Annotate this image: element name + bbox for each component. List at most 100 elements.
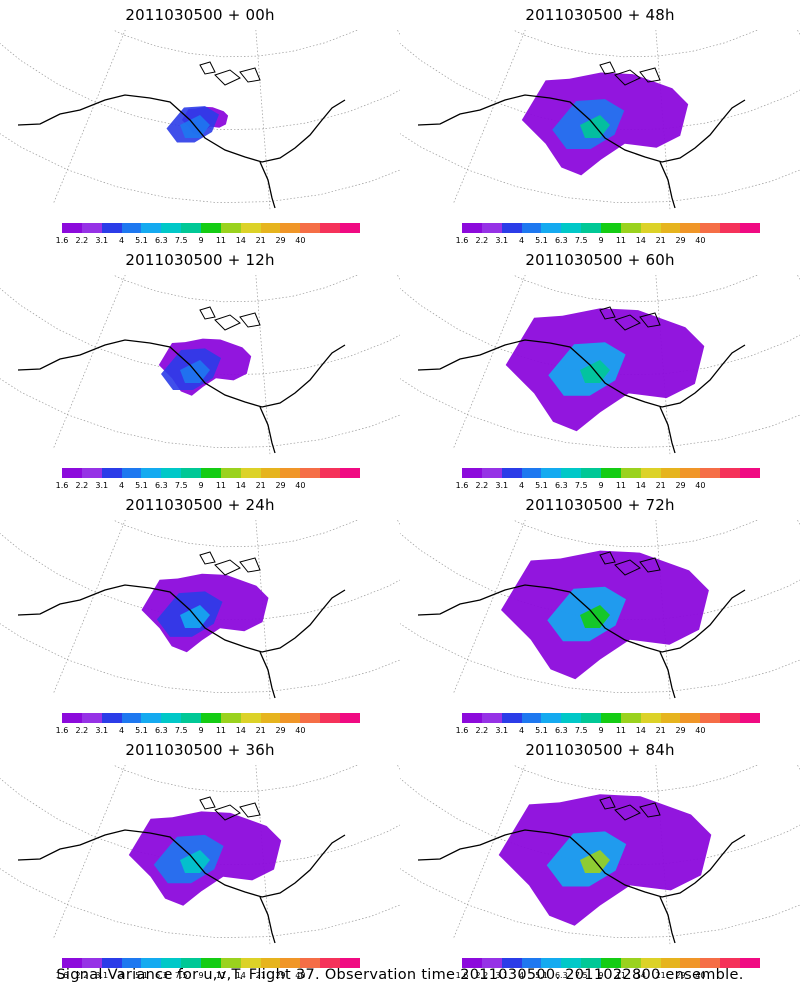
graticule-lat-line <box>112 520 359 548</box>
colorbar-labels: 1.6 2.2 3.1 4 5.1 6.3 7.5 9 11 14 21 29 40 <box>56 481 360 491</box>
colorbar-tick-label: 5.1 <box>135 726 148 735</box>
island-outline <box>214 314 241 331</box>
colorbar-tick-label: 2.2 <box>75 971 89 980</box>
coastline <box>659 896 676 944</box>
colorbar-swatch <box>660 958 681 968</box>
island-outline <box>599 61 616 75</box>
colorbar-tick-label: 9 <box>198 481 204 490</box>
colorbar-swatch <box>320 468 341 478</box>
colorbar-tick-label: 7.5 <box>574 726 588 735</box>
colorbar-tick-label: 9 <box>198 971 204 980</box>
colorbar-tick-label: 29 <box>675 481 686 490</box>
colorbar-swatch <box>300 223 321 233</box>
colorbar-swatch <box>541 223 562 233</box>
colorbar-swatch <box>340 713 360 723</box>
colorbar-tick-label: 1.6 <box>455 726 469 735</box>
graticule-lat-line <box>512 275 759 303</box>
colorbar-tick-label: 40 <box>295 971 306 980</box>
colorbar-swatch <box>541 958 562 968</box>
island-outline <box>239 67 261 83</box>
colorbar-swatch <box>720 958 741 968</box>
colorbar-tick-label: 29 <box>675 726 686 735</box>
colorbar-swatch <box>300 958 321 968</box>
colorbar-swatch <box>561 468 582 478</box>
colorbar-tick-label: 6.3 <box>154 481 168 490</box>
colorbar-tick-label: 6.3 <box>554 481 568 490</box>
colorbar-tick-label: 5.1 <box>535 236 548 245</box>
colorbar-swatch <box>201 223 221 233</box>
panel-3: 2011030500 + 60h 1.6 2.2 3.1 4 5.1 6.3 7.5 9 11 1… <box>400 245 800 490</box>
colorbar-swatch <box>240 958 261 968</box>
colorbar-swatch <box>260 958 281 968</box>
colorbar-tick-label: 4 <box>119 481 125 490</box>
colorbar-swatch <box>161 713 182 723</box>
colorbar-tick-label: 4 <box>119 236 125 245</box>
colorbar-swatch <box>660 223 681 233</box>
colorbar-tick-label: 40 <box>695 236 706 245</box>
colorbar-tick-label: 7.5 <box>174 236 188 245</box>
colorbar-swatch <box>462 468 482 478</box>
colorbar-tick-label: 14 <box>235 971 246 980</box>
graticule-lon-line <box>400 765 579 808</box>
colorbar-tick-label: 3.1 <box>95 236 109 245</box>
colorbar <box>462 713 760 723</box>
coastline <box>417 584 746 653</box>
colorbar-swatch <box>181 713 202 723</box>
colorbar-swatch <box>260 223 281 233</box>
colorbar-swatch <box>501 958 522 968</box>
map-plot <box>400 765 800 945</box>
graticule-lon-line <box>0 30 179 73</box>
panel-title: 2011030500 + 36h <box>125 741 275 759</box>
colorbar-swatch <box>320 223 341 233</box>
panel-6: 2011030500 + 36h 1.6 2.2 3.1 4 5.1 6.3 7.5 9 11 1… <box>0 735 400 980</box>
graticule-lon-line <box>255 520 271 700</box>
colorbar-tick-label: 14 <box>635 236 646 245</box>
colorbar-tick-label: 40 <box>695 481 706 490</box>
colorbar <box>62 958 360 968</box>
colorbar-tick-label: 7.5 <box>174 481 188 490</box>
graticule-lon-line <box>255 765 271 945</box>
colorbar-tick-label: 11 <box>215 726 227 735</box>
colorbar-tick-label: 2.2 <box>475 971 489 980</box>
colorbar-tick-label: 5.1 <box>135 236 148 245</box>
colorbar-swatch <box>581 468 602 478</box>
map-plot <box>0 520 400 700</box>
panel-title: 2011030500 + 24h <box>125 496 275 514</box>
colorbar-swatch <box>620 713 641 723</box>
colorbar-tick-label: 11 <box>615 726 627 735</box>
panel-title: 2011030500 + 48h <box>525 6 675 24</box>
colorbar-tick-label: 1.6 <box>55 971 69 980</box>
graticule-lon-line <box>655 30 671 210</box>
colorbar-swatch <box>121 958 142 968</box>
colorbar-labels: 1.6 2.2 3.1 4 5.1 6.3 7.5 9 11 14 21 29 40 <box>56 726 360 736</box>
colorbar-tick-label: 4 <box>519 726 525 735</box>
panel-title: 2011030500 + 00h <box>125 6 275 24</box>
colorbar-swatch <box>62 958 82 968</box>
graticule-lon-line <box>400 520 579 563</box>
colorbar-tick-label: 5.1 <box>535 726 548 735</box>
colorbar-swatch <box>220 223 241 233</box>
colorbar-swatch <box>340 468 360 478</box>
colorbar-swatch <box>101 468 122 478</box>
colorbar-swatch <box>280 223 301 233</box>
island-outline <box>639 802 661 818</box>
colorbar-swatch <box>181 468 202 478</box>
colorbar-tick-label: 7.5 <box>174 726 188 735</box>
colorbar-tick-label: 3.1 <box>495 481 509 490</box>
colorbar-tick-label: 7.5 <box>574 236 588 245</box>
colorbar-swatch <box>581 958 602 968</box>
colorbar-swatch <box>481 958 502 968</box>
colorbar-swatch <box>62 713 82 723</box>
colorbar-swatch <box>121 223 142 233</box>
colorbar-labels: 1.6 2.2 3.1 4 5.1 6.3 7.5 9 11 14 21 29 40 <box>56 236 360 246</box>
colorbar-swatch <box>141 223 162 233</box>
coastline <box>659 406 676 454</box>
colorbar-swatch <box>640 223 661 233</box>
colorbar-tick-label: 21 <box>655 236 666 245</box>
colorbar-tick-label: 1.6 <box>455 971 469 980</box>
island-outline <box>639 312 661 328</box>
colorbar-tick-label: 3.1 <box>95 726 109 735</box>
colorbar <box>462 958 760 968</box>
colorbar-tick-label: 4 <box>519 236 525 245</box>
colorbar-tick-label: 4 <box>519 481 525 490</box>
